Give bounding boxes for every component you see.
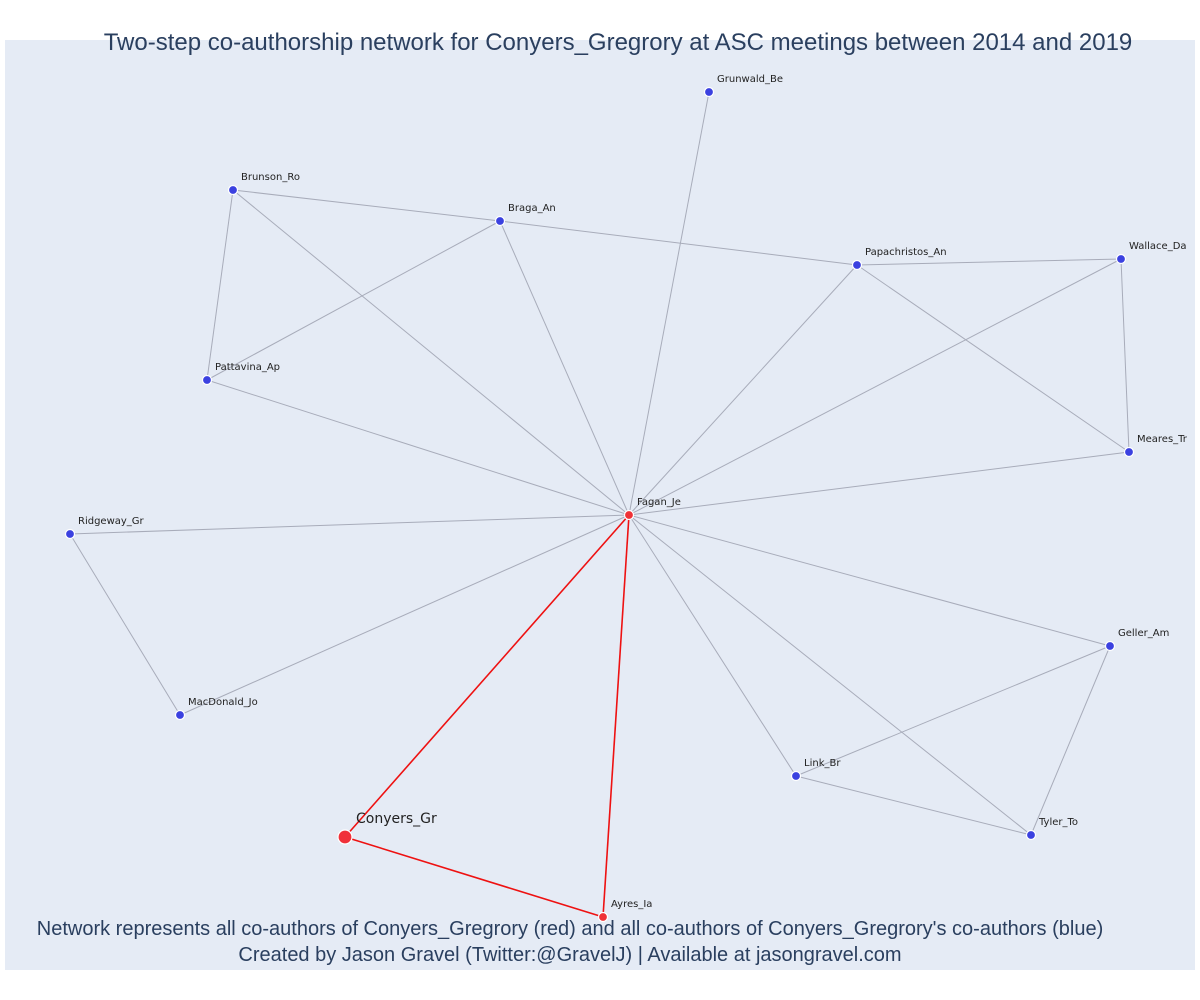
edge-Fagan_Je-Grunwald_Be [628,91,710,516]
edge-Geller_Am-Link_Br [795,645,1111,777]
node-Meares_Tr[interactable] [1123,446,1135,458]
edge-Fagan_Je-Meares_Tr [628,451,1130,516]
edge-Conyers_Gr-Ayres_Ia [344,836,604,918]
edge-Wallace_Da-Meares_Tr [1120,258,1130,453]
edge-Fagan_Je-Pattavina_Ap [206,379,630,516]
node-Papachristos_An[interactable] [851,259,863,271]
node-label-Pattavina_Ap: Pattavina_Ap [215,362,280,373]
edge-Link_Br-Tyler_To [795,775,1032,836]
node-label-Papachristos_An: Papachristos_An [865,247,947,258]
node-Fagan_Je[interactable] [623,509,635,521]
node-MacDonald_Jo[interactable] [174,709,186,721]
node-label-MacDonald_Jo: MacDonald_Jo [188,697,258,708]
edge-Papachristos_An-Meares_Tr [856,264,1130,453]
edges-layer [69,91,1130,918]
edge-Fagan_Je-MacDonald_Jo [179,514,630,716]
node-label-Meares_Tr: Meares_Tr [1137,434,1188,445]
edge-Conyers_Gr-Fagan_Je [344,514,630,838]
labels-layer: Conyers_Gr Fagan_Je Ayres_Ia Grunwald_Be Bru… [78,74,1188,910]
edge-Fagan_Je-Papachristos_An [628,264,858,516]
edge-Braga_An-Pattavina_Ap [206,220,501,381]
edge-Brunson_Ro-Pattavina_Ap [206,189,234,381]
node-Geller_Am[interactable] [1104,640,1116,652]
node-Brunson_Ro[interactable] [227,184,239,196]
node-label-Wallace_Da: Wallace_Da [1129,241,1187,252]
node-label-Ridgeway_Gr: Ridgeway_Gr [78,516,145,527]
edge-Fagan_Je-Link_Br [628,514,797,777]
edge-Geller_Am-Tyler_To [1030,645,1111,836]
node-label-Fagan_Je: Fagan_Je [637,497,681,508]
node-Pattavina_Ap[interactable] [201,374,213,386]
node-label-Tyler_To: Tyler_To [1038,817,1078,828]
edge-Ridgeway_Gr-MacDonald_Jo [69,533,181,716]
edge-Papachristos_An-Wallace_Da [856,258,1122,266]
node-Link_Br[interactable] [790,770,802,782]
node-Grunwald_Be[interactable] [703,86,715,98]
edge-Fagan_Je-Tyler_To [628,514,1032,836]
plot-background [5,40,1195,970]
node-Ridgeway_Gr[interactable] [64,528,76,540]
edge-Fagan_Je-Ayres_Ia [602,514,630,918]
node-label-Geller_Am: Geller_Am [1118,628,1169,639]
node-label-Link_Br: Link_Br [804,758,841,769]
node-Ayres_Ia[interactable] [597,911,609,923]
edge-Fagan_Je-Wallace_Da [628,258,1122,516]
caption-description: Network represents all co-authors of Con… [36,918,1104,940]
node-Braga_An[interactable] [494,215,506,227]
node-Wallace_Da[interactable] [1115,253,1127,265]
chart-title: Two-step co-authorship network for Conye… [103,29,1133,56]
edge-Fagan_Je-Geller_Am [628,514,1111,647]
node-Tyler_To[interactable] [1025,829,1037,841]
caption-credit: Created by Jason Gravel (Twitter:@Gravel… [238,944,902,966]
node-label-Brunson_Ro: Brunson_Ro [241,172,300,183]
edge-Brunson_Ro-Braga_An [232,189,501,222]
node-Conyers_Gr[interactable] [337,829,353,845]
node-label-Braga_An: Braga_An [508,203,556,214]
node-label-Conyers_Gr: Conyers_Gr [356,811,437,827]
edge-Braga_An-Papachristos_An [499,220,858,266]
node-label-Ayres_Ia: Ayres_Ia [611,899,652,910]
edge-Fagan_Je-Ridgeway_Gr [69,514,630,535]
nodes-layer [64,86,1135,923]
edge-Fagan_Je-Brunson_Ro [232,189,630,516]
edge-Fagan_Je-Braga_An [499,220,630,516]
node-label-Grunwald_Be: Grunwald_Be [717,74,783,85]
